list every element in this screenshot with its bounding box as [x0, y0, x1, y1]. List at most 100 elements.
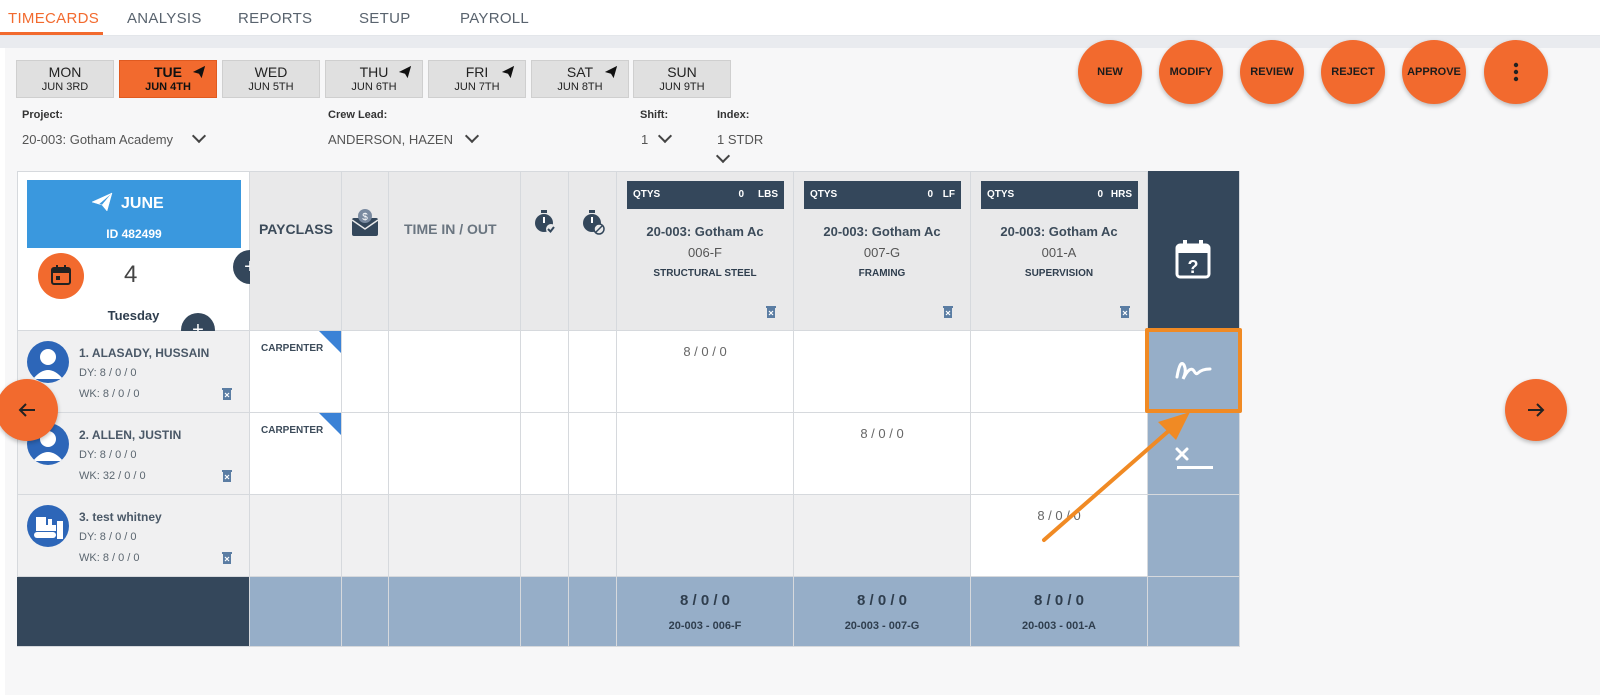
- hours-cell[interactable]: [617, 413, 794, 495]
- trash-icon[interactable]: [222, 470, 232, 482]
- hours-cell[interactable]: 8 / 0 / 0: [971, 495, 1148, 577]
- qty-value: 0: [927, 189, 933, 200]
- day-wed[interactable]: WED JUN 5TH: [222, 60, 320, 98]
- clock-in-cell[interactable]: [521, 495, 569, 577]
- day-mon[interactable]: MON JUN 3RD: [16, 60, 114, 98]
- paper-plane-icon: [91, 192, 113, 212]
- payclass-cell[interactable]: [250, 495, 342, 577]
- cost-code-header[interactable]: QTYS 0 LF 20-003: Gotham Ac 007-G FRAMIN…: [794, 171, 971, 331]
- shift-select[interactable]: 1: [641, 132, 649, 147]
- day-sun[interactable]: SUN JUN 9TH: [633, 60, 731, 98]
- tab-payroll[interactable]: PAYROLL: [460, 10, 530, 27]
- hours-cell[interactable]: 8 / 0 / 0: [794, 413, 971, 495]
- payclass-value: CARPENTER: [261, 343, 324, 354]
- next-day-button[interactable]: [1505, 379, 1567, 441]
- qty-unit: LF: [942, 189, 955, 200]
- approve-button[interactable]: APPROVE: [1402, 40, 1466, 104]
- tab-analysis[interactable]: ANALYSIS: [127, 10, 202, 27]
- hours-cell[interactable]: [971, 331, 1148, 413]
- hours-cell[interactable]: 8 / 0 / 0: [617, 331, 794, 413]
- payclass-cell[interactable]: CARPENTER: [250, 331, 342, 413]
- payclass-flag: [319, 331, 341, 353]
- cost-code-total: 8 / 0 / 0 20-003 - 006-F: [617, 577, 794, 647]
- approve-signature-cell[interactable]: [1148, 331, 1240, 413]
- time-cell[interactable]: [389, 331, 521, 413]
- trash-icon[interactable]: [766, 306, 776, 318]
- totals-cell: [521, 577, 569, 647]
- cost-code-header[interactable]: QTYS 0 LBS 20-003: Gotham Ac 006-F STRUC…: [617, 171, 794, 331]
- weekday-label: Tuesday: [107, 308, 160, 323]
- totals-cell: [1148, 577, 1240, 647]
- more-vertical-icon: [1513, 62, 1519, 82]
- time-cell[interactable]: [389, 495, 521, 577]
- crew-lead-select[interactable]: ANDERSON, HAZEN: [328, 132, 453, 147]
- cost-code-total: 8 / 0 / 0 20-003 - 001-A: [971, 577, 1148, 647]
- new-button[interactable]: NEW: [1078, 40, 1142, 104]
- clock-out-cell[interactable]: [569, 413, 617, 495]
- paper-plane-icon: [398, 65, 412, 79]
- more-menu-button[interactable]: [1484, 40, 1548, 104]
- pay-header: $: [342, 171, 389, 331]
- time-cell[interactable]: [389, 413, 521, 495]
- totals-cell: [250, 577, 342, 647]
- reject-button[interactable]: REJECT: [1321, 40, 1385, 104]
- index-select[interactable]: 1 STDR: [717, 132, 764, 147]
- tab-setup[interactable]: SETUP: [359, 10, 411, 27]
- person-icon: [27, 341, 69, 383]
- pay-cell[interactable]: [342, 495, 389, 577]
- index-label: Index:: [717, 109, 750, 121]
- hours-cell[interactable]: [617, 495, 794, 577]
- payclass-flag: [319, 413, 341, 435]
- clock-out-cell[interactable]: [569, 495, 617, 577]
- day-date: JUN 6TH: [351, 81, 397, 93]
- day-date: JUN 9TH: [659, 81, 705, 93]
- calendar-button[interactable]: [38, 253, 84, 299]
- tab-timecards[interactable]: TIMECARDS: [8, 10, 100, 27]
- trash-icon[interactable]: [943, 306, 953, 318]
- hours-cell[interactable]: [794, 495, 971, 577]
- totals-cell: [569, 577, 617, 647]
- employee-day-hours: DY: 8 / 0 / 0: [79, 449, 137, 461]
- day-date: JUN 7TH: [454, 81, 500, 93]
- project-select[interactable]: 20-003: Gotham Academy: [22, 132, 174, 147]
- pay-cell[interactable]: [342, 331, 389, 413]
- employee-week-hours: WK: 32 / 0 / 0: [79, 470, 146, 482]
- payclass-header-label: PAYCLASS: [259, 221, 333, 237]
- trash-icon[interactable]: [222, 552, 232, 564]
- clock-in-cell[interactable]: [521, 413, 569, 495]
- svg-text:?: ?: [1188, 257, 1199, 277]
- hours-cell[interactable]: [971, 413, 1148, 495]
- total-code: 20-003 - 007-G: [844, 620, 920, 632]
- cost-code-header[interactable]: QTYS 0 HRS 20-003: Gotham Ac 001-A SUPER…: [971, 171, 1148, 331]
- pay-cell[interactable]: [342, 413, 389, 495]
- clock-out-cell[interactable]: [569, 331, 617, 413]
- add-cost-code-column[interactable]: ?: [1148, 171, 1240, 331]
- annotation-arrow: [1042, 412, 1190, 542]
- qty-bar: QTYS 0 LF: [804, 181, 961, 209]
- hours-cell[interactable]: [794, 331, 971, 413]
- time-header: TIME IN / OUT: [389, 171, 521, 331]
- day-sat[interactable]: SAT JUN 8TH: [531, 60, 629, 98]
- totals-cell: [389, 577, 521, 647]
- trash-icon[interactable]: [222, 388, 232, 400]
- day-thu[interactable]: THU JUN 6TH: [325, 60, 423, 98]
- signature-cell[interactable]: [1148, 495, 1240, 577]
- payclass-cell[interactable]: CARPENTER: [250, 413, 342, 495]
- qty-value: 0: [738, 189, 744, 200]
- clock-in-cell[interactable]: [521, 331, 569, 413]
- time-header-label: TIME IN / OUT: [404, 221, 497, 237]
- trash-icon[interactable]: [1120, 306, 1130, 318]
- employee-day-hours: DY: 8 / 0 / 0: [79, 531, 137, 543]
- payclass-header: PAYCLASS: [250, 171, 342, 331]
- previous-day-button[interactable]: [0, 379, 58, 441]
- day-fri[interactable]: FRI JUN 7TH: [428, 60, 526, 98]
- sent-banner[interactable]: JUNE ID 482499: [27, 180, 241, 248]
- cost-code-total: 8 / 0 / 0 20-003 - 007-G: [794, 577, 971, 647]
- total-code: 20-003 - 006-F: [668, 620, 742, 632]
- day-tue[interactable]: TUE JUN 4TH: [119, 60, 217, 98]
- arrow-right-icon: [1528, 403, 1545, 417]
- tab-reports[interactable]: REPORTS: [238, 10, 313, 27]
- modify-button[interactable]: MODIFY: [1159, 40, 1223, 104]
- cost-code-category: SUPERVISION: [1024, 268, 1094, 279]
- review-button[interactable]: REVIEW: [1240, 40, 1304, 104]
